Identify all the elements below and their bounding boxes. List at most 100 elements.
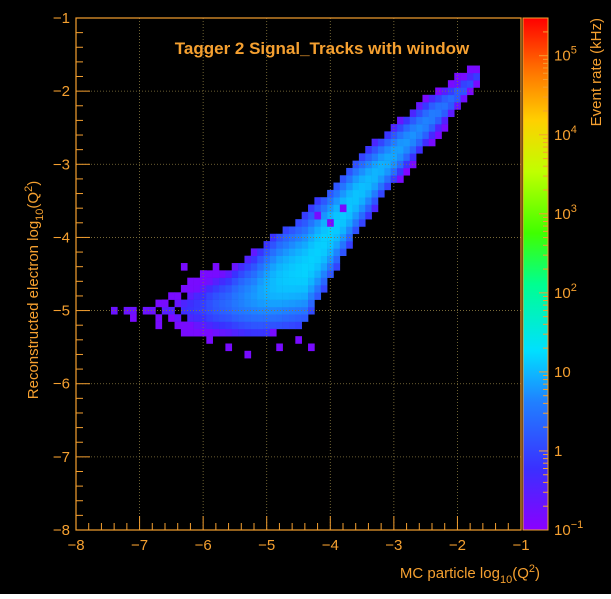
heatmap-cell (231, 292, 239, 300)
y-axis-label-tail: (Q (25, 192, 42, 209)
heatmap-cell (225, 292, 233, 300)
heatmap-cell (212, 328, 220, 337)
heatmap-cell (180, 328, 188, 337)
heatmap-cell (231, 299, 239, 308)
heatmap-cell (288, 299, 296, 308)
heatmap-cell (244, 277, 252, 286)
heatmap-cell (301, 248, 309, 257)
heatmap-cell (435, 124, 442, 132)
heatmap-cell (212, 292, 220, 300)
heatmap-cell (231, 321, 239, 330)
heatmap-cell (193, 284, 201, 293)
x-axis-label: MC particle log10(Q2) (400, 563, 540, 586)
heatmap-cell (295, 299, 302, 308)
heatmap-cell (282, 314, 290, 322)
heatmap-cell (219, 314, 226, 322)
heatmap-cell (231, 328, 239, 337)
colorbar-label: Event rate (kHz) (588, 18, 605, 126)
heatmap-cell (250, 277, 258, 286)
heatmap-cell (301, 277, 309, 286)
heatmap-cell (397, 167, 404, 176)
heatmap-cell (454, 94, 461, 103)
heatmap-cell (250, 284, 258, 293)
heatmap-cell (441, 116, 449, 125)
heatmap-cell (390, 153, 398, 161)
heatmap-cell (333, 233, 341, 242)
heatmap-cell (276, 255, 283, 264)
heatmap-cell (352, 189, 360, 198)
heatmap-cell (365, 211, 372, 220)
heatmap-cell (263, 328, 271, 337)
heatmap-cell (447, 109, 455, 118)
heatmap-cell (263, 263, 271, 271)
heatmap-cell (314, 292, 322, 300)
heatmap-cell (460, 94, 468, 103)
heatmap-cell (397, 124, 404, 132)
heatmap-cell (244, 284, 252, 293)
heatmap-cell (377, 167, 385, 176)
heatmap-cell (371, 204, 379, 213)
heatmap-cell (257, 321, 264, 330)
heatmap-cell (219, 321, 226, 330)
heatmap-cell (295, 263, 302, 271)
heatmap-cell (168, 292, 175, 300)
heatmap-cell (257, 328, 264, 337)
heatmap-cell (238, 263, 245, 271)
heatmap-cell (295, 314, 302, 322)
heatmap-cell (441, 124, 449, 132)
heatmap-cell (308, 277, 315, 286)
heatmap-cell (327, 255, 334, 264)
heatmap-cell (327, 241, 334, 249)
heatmap-cell (257, 314, 264, 322)
heatmap-cell (466, 87, 474, 96)
heatmap-cell (314, 204, 322, 213)
heatmap-cell (308, 211, 315, 220)
heatmap-cell (212, 270, 220, 278)
heatmap-cell (365, 146, 372, 154)
heatmap-cell (308, 299, 315, 308)
heatmap-cell (282, 277, 290, 286)
x-tick-label: −1 (512, 537, 529, 554)
heatmap-cell (269, 314, 277, 322)
heatmap-cell (384, 146, 391, 154)
x-axis-label-sub: 10 (500, 574, 512, 586)
heatmap-cell (269, 255, 277, 264)
heatmap-cell (193, 321, 201, 330)
x-tick-label: −4 (322, 537, 339, 554)
y-tick-label: −7 (53, 449, 70, 466)
heatmap-cell (333, 189, 341, 198)
heatmap-cell (346, 241, 353, 249)
heatmap-cell-outlier (161, 299, 169, 308)
heatmap-cell (263, 277, 271, 286)
heatmap-cell (320, 248, 328, 257)
heatmap-cell (288, 277, 296, 286)
heatmap-cell (358, 175, 366, 183)
heatmap-cell (238, 292, 245, 300)
heatmap-cell (346, 197, 353, 205)
heatmap-cell (333, 263, 341, 271)
heatmap-cell (422, 94, 430, 103)
heatmap-cell (282, 248, 290, 257)
heatmap-cell (288, 255, 296, 264)
heatmap-cell-outlier (155, 321, 163, 330)
heatmap-cell (174, 299, 182, 308)
heatmap-cell (308, 270, 315, 278)
heatmap-cell (225, 314, 233, 322)
heatmap-cell (225, 284, 233, 293)
heatmap-cell (397, 116, 404, 125)
heatmap-cell (308, 248, 315, 257)
heatmap-cell (397, 138, 404, 147)
heatmap-cell (428, 131, 436, 139)
heatmap-cell (346, 175, 353, 183)
heatmap-cell (269, 263, 277, 271)
heatmap-cell (269, 321, 277, 330)
heatmap-cell-outlier (212, 263, 220, 271)
x-tick-label: −2 (449, 537, 466, 554)
heatmap-cell (365, 189, 372, 198)
heatmap-cell (199, 321, 207, 330)
heatmap-cell (308, 204, 315, 213)
heatmap-cell (435, 131, 442, 139)
heatmap-cell (416, 146, 423, 154)
